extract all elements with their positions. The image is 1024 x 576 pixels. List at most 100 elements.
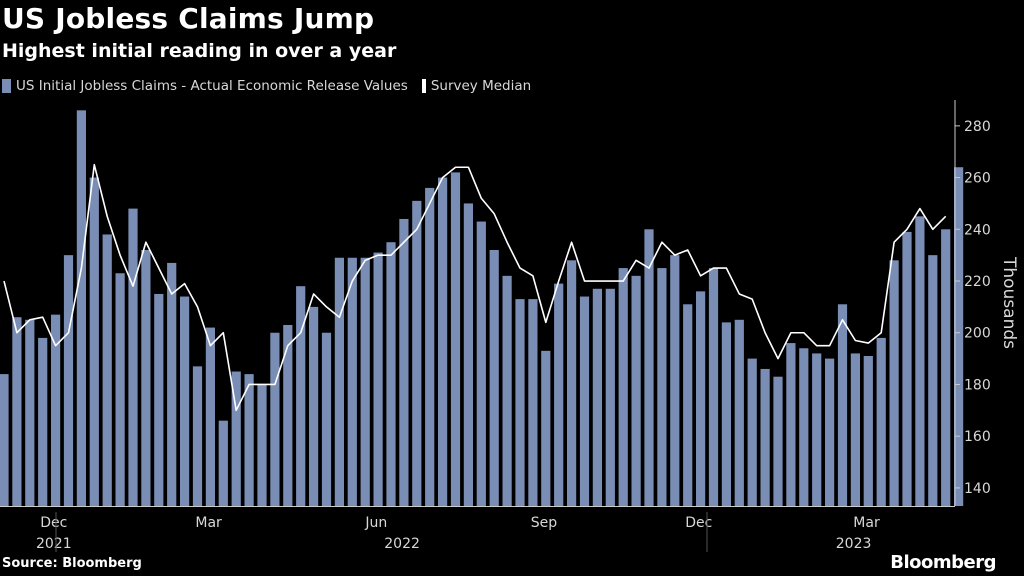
claims-bar <box>450 172 461 506</box>
claims-bar <box>154 293 164 506</box>
claims-bar <box>373 252 383 506</box>
claims-bar <box>502 275 512 506</box>
claims-bar <box>799 348 809 506</box>
claims-bar <box>141 249 151 507</box>
y-tick-label: 140 <box>964 481 991 497</box>
claims-bar <box>180 296 190 506</box>
claims-bar <box>360 257 370 506</box>
claims-bar <box>438 177 448 506</box>
claims-bar <box>218 420 228 506</box>
claims-bar <box>863 356 873 506</box>
claims-bar <box>192 366 203 506</box>
chart-title: US Jobless Claims Jump <box>2 2 375 35</box>
claims-bar <box>876 337 886 506</box>
claims-bar <box>205 327 215 506</box>
claims-bar <box>773 376 783 506</box>
claims-bar <box>38 337 48 506</box>
claims-bar <box>941 229 951 507</box>
y-tick-label: 280 <box>964 119 991 135</box>
claims-bar <box>167 262 177 506</box>
claims-bar <box>115 273 125 506</box>
claims-bar <box>567 260 577 506</box>
legend-item-claims: US Initial Jobless Claims - Actual Econo… <box>2 78 408 94</box>
y-tick-label: 180 <box>964 377 991 393</box>
claims-bar <box>0 374 9 506</box>
claims-bar <box>825 358 835 506</box>
claims-bar <box>928 255 938 506</box>
claims-bar <box>683 304 693 506</box>
claims-bar <box>812 353 822 506</box>
y-tick-label: 240 <box>964 222 991 238</box>
x-tick-label: Mar <box>195 515 222 531</box>
claims-bar <box>760 368 770 506</box>
claims-bar <box>244 374 254 506</box>
legend-item-median: Survey Median <box>421 78 532 94</box>
claims-bar <box>954 167 964 507</box>
claims-bar <box>386 242 396 507</box>
legend-label-median: Survey Median <box>430 78 532 94</box>
claims-bar <box>889 260 899 506</box>
claims-bar <box>76 110 86 506</box>
claims-bar <box>296 286 306 506</box>
claims-bar <box>696 291 706 506</box>
claims-bar <box>309 306 319 506</box>
y-tick-label: 160 <box>964 429 991 445</box>
claims-bar <box>321 332 332 506</box>
claims-bar <box>489 249 499 507</box>
claims-bar <box>579 296 590 506</box>
x-year-label: 2021 <box>36 536 72 552</box>
y-tick-label: 200 <box>964 326 991 342</box>
claims-bar <box>399 218 409 506</box>
claims-bar <box>425 187 435 507</box>
claims-bar <box>257 384 267 506</box>
x-tick-label: Mar <box>853 515 880 531</box>
claims-bar <box>644 229 654 507</box>
legend-swatch-claims <box>2 79 11 93</box>
legend-label-claims: US Initial Jobless Claims - Actual Econo… <box>16 78 408 94</box>
claims-bar <box>837 304 848 506</box>
claims-bar <box>231 371 241 506</box>
y-tick-label: 220 <box>964 274 991 290</box>
claims-bar <box>850 353 860 506</box>
claims-bar <box>283 324 293 506</box>
legend: US Initial Jobless Claims - Actual Econo… <box>2 78 545 94</box>
claims-bar <box>102 234 112 506</box>
claims-bar <box>592 288 602 506</box>
y-tick-label: 260 <box>964 171 991 187</box>
y-axis-title: Thousands <box>999 256 1019 349</box>
claims-bar <box>618 268 628 506</box>
claims-bar <box>51 314 61 506</box>
claims-bar <box>670 255 680 506</box>
claims-bar <box>334 257 344 506</box>
chart-subtitle: Highest initial reading in over a year <box>2 40 397 62</box>
claims-bar <box>25 319 35 506</box>
claims-bar <box>605 288 615 506</box>
x-tick-label: Jun <box>364 515 387 531</box>
claims-bar <box>476 221 486 507</box>
claims-bar <box>12 317 22 506</box>
claims-bar <box>270 332 280 506</box>
claims-bar <box>515 299 525 506</box>
claims-bar <box>63 255 74 506</box>
claims-bar <box>347 257 357 506</box>
x-year-label: 2022 <box>384 536 420 552</box>
claims-bar <box>631 275 641 506</box>
claims-bar <box>747 358 757 506</box>
claims-bar <box>786 343 796 506</box>
claims-bar <box>915 216 925 506</box>
x-tick-label: Sep <box>531 515 558 531</box>
claims-bar <box>554 283 564 506</box>
claims-bar <box>902 231 912 506</box>
bloomberg-logo: Bloomberg <box>890 552 996 573</box>
claims-bar <box>541 350 551 506</box>
claims-bar <box>89 177 99 506</box>
claims-bar <box>657 268 667 506</box>
claims-bar <box>708 268 719 506</box>
survey-median-line <box>3 163 947 412</box>
claims-bar <box>128 208 138 507</box>
x-tick-label: Dec <box>685 515 712 531</box>
claims-bar <box>734 319 744 506</box>
x-tick-label: Dec <box>40 515 67 531</box>
source-note: Source: Bloomberg <box>2 556 142 571</box>
